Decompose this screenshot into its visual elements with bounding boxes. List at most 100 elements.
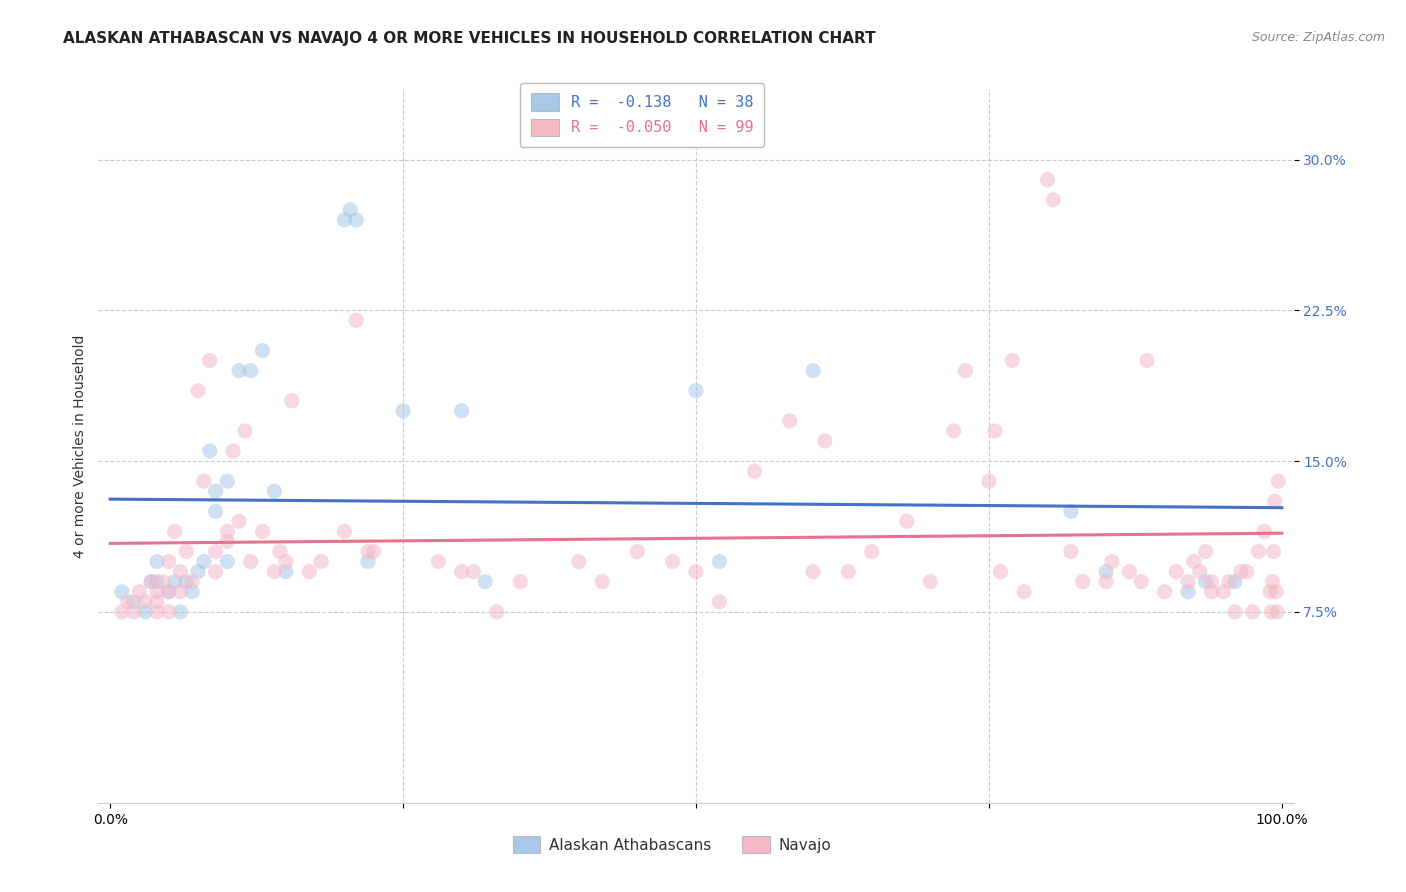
Point: [217, 534, 239, 549]
Point: [174, 544, 197, 558]
Y-axis label: 4 or more Vehicles in Household: 4 or more Vehicles in Household: [73, 334, 87, 558]
Point: [146, 605, 169, 619]
Point: [1258, 584, 1281, 599]
Text: ALASKAN ATHABASCAN VS NAVAJO 4 OR MORE VEHICLES IN HOUSEHOLD CORRELATION CHART: ALASKAN ATHABASCAN VS NAVAJO 4 OR MORE V…: [63, 31, 876, 46]
Point: [344, 212, 367, 227]
Point: [134, 605, 156, 619]
Point: [1264, 494, 1286, 508]
Point: [217, 555, 239, 569]
Point: [204, 504, 226, 518]
Point: [128, 584, 150, 599]
Point: [896, 515, 918, 529]
Point: [1195, 544, 1218, 558]
Point: [1253, 524, 1275, 539]
Point: [187, 565, 209, 579]
Point: [1095, 565, 1118, 579]
Point: [1229, 565, 1253, 579]
Point: [485, 605, 508, 619]
Point: [252, 343, 274, 358]
Point: [1095, 574, 1118, 589]
Point: [1071, 574, 1094, 589]
Point: [685, 565, 707, 579]
Point: [217, 474, 239, 488]
Point: [1265, 605, 1288, 619]
Point: [1265, 584, 1288, 599]
Point: [204, 484, 226, 499]
Point: [1101, 555, 1123, 569]
Point: [157, 555, 180, 569]
Point: [920, 574, 942, 589]
Point: [450, 565, 472, 579]
Point: [141, 574, 163, 589]
Point: [977, 474, 1000, 488]
Point: [111, 584, 134, 599]
Point: [1201, 584, 1223, 599]
Point: [1060, 544, 1083, 558]
Point: [744, 464, 766, 478]
Point: [1218, 574, 1240, 589]
Point: [163, 574, 186, 589]
Point: [942, 424, 965, 438]
Point: [1223, 605, 1246, 619]
Point: [269, 544, 291, 558]
Point: [661, 555, 683, 569]
Point: [193, 474, 215, 488]
Point: [1263, 544, 1285, 558]
Point: [146, 595, 169, 609]
Point: [801, 363, 824, 377]
Point: [157, 605, 180, 619]
Point: [1223, 574, 1246, 589]
Point: [333, 524, 356, 539]
Point: [157, 584, 180, 599]
Point: [146, 574, 169, 589]
Point: [117, 595, 139, 609]
Point: [193, 555, 215, 569]
Point: [1212, 584, 1234, 599]
Point: [474, 574, 496, 589]
Point: [1195, 574, 1218, 589]
Point: [1036, 172, 1059, 186]
Point: [509, 574, 531, 589]
Point: [122, 605, 145, 619]
Point: [1042, 193, 1064, 207]
Point: [339, 202, 361, 217]
Point: [860, 544, 883, 558]
Point: [233, 424, 256, 438]
Point: [274, 555, 297, 569]
Point: [1201, 574, 1223, 589]
Point: [252, 524, 274, 539]
Point: [1136, 353, 1159, 368]
Point: [463, 565, 485, 579]
Point: [204, 544, 226, 558]
Point: [198, 444, 221, 458]
Point: [1130, 574, 1153, 589]
Point: [169, 605, 191, 619]
Point: [1153, 584, 1175, 599]
Point: [1118, 565, 1140, 579]
Point: [837, 565, 859, 579]
Point: [709, 555, 731, 569]
Point: [685, 384, 707, 398]
Point: [198, 353, 221, 368]
Point: [814, 434, 837, 448]
Point: [239, 363, 262, 377]
Point: [239, 555, 262, 569]
Point: [146, 584, 169, 599]
Point: [222, 444, 245, 458]
Point: [228, 515, 250, 529]
Point: [779, 414, 801, 428]
Point: [169, 584, 191, 599]
Point: [298, 565, 321, 579]
Point: [1177, 574, 1199, 589]
Point: [169, 565, 191, 579]
Point: [263, 484, 285, 499]
Point: [1260, 605, 1282, 619]
Point: [344, 313, 367, 327]
Point: [1188, 565, 1211, 579]
Point: [427, 555, 450, 569]
Point: [163, 524, 186, 539]
Point: [392, 404, 415, 418]
Point: [333, 212, 356, 227]
Point: [357, 555, 380, 569]
Point: [263, 565, 285, 579]
